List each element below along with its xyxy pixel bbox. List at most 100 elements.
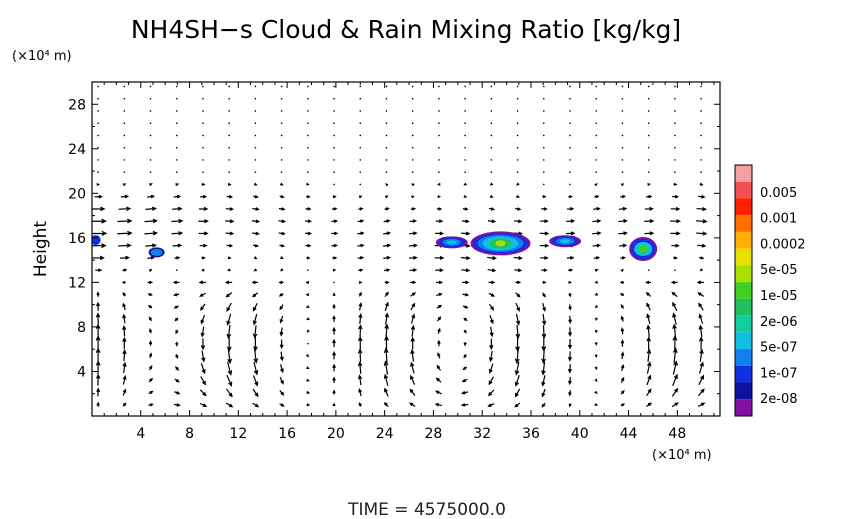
wind-arrow <box>540 256 549 260</box>
wind-dot <box>333 281 335 284</box>
wind-dot <box>307 134 309 137</box>
wind-arrow <box>331 243 339 248</box>
wind-arrow <box>462 207 469 211</box>
wind-arrow <box>437 352 441 359</box>
wind-arrow <box>92 230 108 236</box>
wind-arrow <box>670 219 682 224</box>
wind-arrow <box>332 326 336 335</box>
wind-arrow <box>198 206 209 211</box>
wind-arrow <box>172 206 183 211</box>
wind-arrow <box>358 207 364 211</box>
wind-arrow <box>383 219 391 223</box>
wind-arrow <box>699 182 704 186</box>
wind-dot <box>307 85 309 88</box>
wind-dot <box>647 97 650 100</box>
wind-arrow <box>514 348 520 365</box>
wind-arrow <box>462 366 468 371</box>
wind-dot <box>228 171 230 173</box>
wind-dot <box>254 134 257 137</box>
x-tick-label: 24 <box>376 426 394 442</box>
wind-dot <box>149 97 152 100</box>
wind-dot <box>359 171 362 173</box>
wind-dot <box>280 159 283 161</box>
wind-arrow <box>672 301 678 312</box>
wind-arrow <box>145 206 157 211</box>
wind-arrow <box>332 351 336 360</box>
x-tick-label: 8 <box>185 426 194 442</box>
wind-arrow <box>410 374 416 385</box>
colorbar-swatch <box>735 399 752 416</box>
wind-arrow <box>254 182 258 186</box>
wind-arrow <box>332 256 338 260</box>
wind-dot <box>595 110 598 112</box>
wind-arrow <box>489 338 494 350</box>
y-axis-unit: (×10⁴ m) <box>12 49 72 64</box>
wind-arrow <box>358 280 363 284</box>
wind-arrow <box>200 194 208 199</box>
cloud-patch <box>560 239 571 244</box>
wind-arrow <box>122 291 126 297</box>
wind-arrow <box>148 316 153 322</box>
wind-arrow <box>225 292 233 298</box>
wind-arrow <box>225 388 233 398</box>
wind-arrow <box>384 207 390 211</box>
wind-dot <box>149 171 152 173</box>
y-tick-label: 20 <box>68 186 86 202</box>
wind-dot <box>202 146 204 149</box>
wind-arrow <box>122 349 127 362</box>
wind-arrow <box>539 243 550 248</box>
wind-arrow <box>410 313 416 324</box>
wind-arrow <box>305 207 312 211</box>
wind-arrow <box>122 388 127 396</box>
wind-arrow <box>672 312 677 325</box>
colorbar: 0.005 0.001 0.0002 5e-05 1e-05 2e-06 5e-07 1e-0… <box>734 164 806 417</box>
wind-dot <box>411 134 414 137</box>
wind-arrow <box>279 194 285 199</box>
wind-dot <box>674 97 676 100</box>
wind-dot <box>674 159 676 161</box>
wind-dot <box>254 171 257 173</box>
wind-arrow <box>434 402 443 407</box>
wind-arrow <box>147 304 153 309</box>
wind-arrow <box>122 374 127 385</box>
wind-arrow <box>460 255 471 261</box>
wind-dot <box>621 97 624 100</box>
wind-arrow <box>696 206 707 212</box>
wind-dot <box>700 110 702 112</box>
wind-dot <box>307 171 309 173</box>
wind-arrow <box>436 292 443 297</box>
wind-arrow <box>358 402 362 407</box>
wind-dot <box>254 110 257 112</box>
wind-arrow <box>514 388 521 398</box>
wind-arrow <box>95 335 101 351</box>
wind-dot <box>359 134 362 137</box>
wind-dot <box>202 110 204 112</box>
wind-dot <box>464 110 466 112</box>
wind-arrow <box>278 231 286 236</box>
wind-dot <box>359 122 362 124</box>
wind-arrow <box>698 374 704 386</box>
wind-dot <box>280 171 283 173</box>
wind-arrow <box>593 256 601 260</box>
wind-arrow <box>645 292 652 297</box>
wind-arrow <box>225 207 235 211</box>
wind-dot <box>385 97 388 100</box>
wind-arrow <box>118 243 132 248</box>
wind-arrow <box>488 280 496 285</box>
wind-arrow <box>462 280 470 285</box>
wind-dot <box>149 85 152 88</box>
wind-arrow <box>568 327 573 337</box>
wind-arrow <box>541 325 547 339</box>
colorbar-swatch <box>735 181 752 199</box>
wind-arrow <box>357 335 363 350</box>
wind-arrow <box>410 302 416 311</box>
wind-arrow <box>618 219 628 224</box>
wind-dot <box>647 122 650 124</box>
wind-arrow <box>409 231 418 236</box>
wind-dot <box>674 110 676 112</box>
wind-arrow <box>224 280 233 285</box>
wind-arrow <box>487 403 495 407</box>
wind-dot <box>228 134 230 137</box>
wind-arrow <box>148 390 154 395</box>
wind-arrow <box>592 243 602 248</box>
